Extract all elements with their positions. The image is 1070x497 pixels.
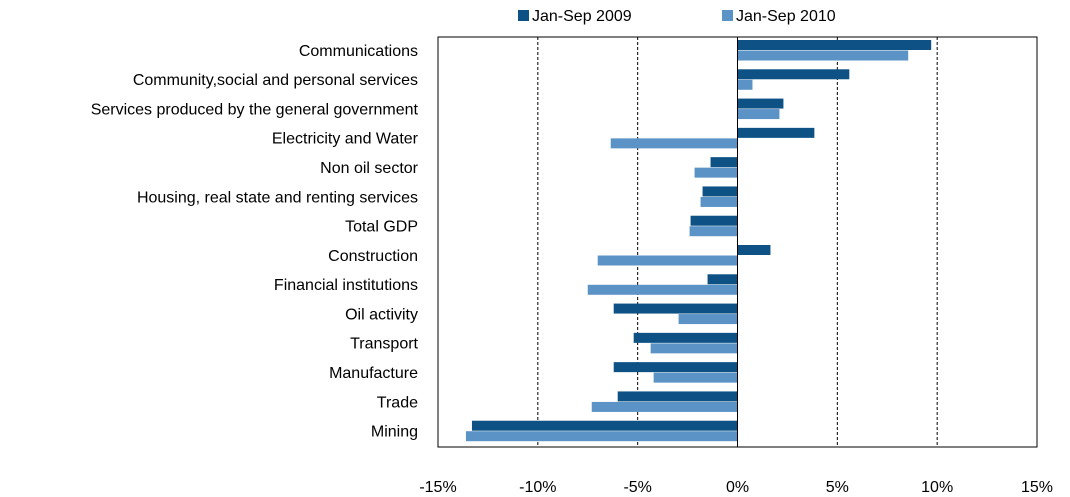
bar	[591, 401, 738, 412]
y-tick-label: Electricity and Water	[272, 131, 419, 148]
bar	[737, 245, 771, 255]
x-tick-label: -15%	[419, 479, 456, 496]
bar	[737, 98, 784, 109]
bar	[689, 226, 738, 237]
y-tick-label: Transport	[350, 336, 418, 353]
legend-swatch	[722, 10, 733, 21]
bar	[737, 69, 850, 80]
bar	[737, 127, 815, 138]
bar	[653, 372, 738, 383]
bar	[707, 274, 738, 285]
y-tick-label: Mining	[371, 424, 418, 441]
y-tick-label: Community,social and personal services	[133, 72, 418, 89]
bar	[737, 50, 909, 61]
bar	[700, 196, 738, 207]
bar	[617, 391, 738, 402]
bar	[690, 215, 738, 226]
bar	[710, 157, 738, 168]
x-tick-label: 5%	[826, 479, 849, 496]
x-tick-label: 15%	[1021, 479, 1053, 496]
y-tick-label: Oil activity	[345, 306, 418, 323]
bar	[597, 255, 738, 266]
bar	[737, 40, 932, 50]
bar	[613, 303, 738, 314]
y-tick-label: Trade	[377, 394, 418, 411]
bar	[678, 314, 738, 325]
bar	[610, 138, 738, 149]
x-tick-label: -10%	[519, 479, 556, 496]
legend-swatch	[518, 10, 529, 21]
bar	[737, 79, 753, 90]
bar	[694, 167, 738, 178]
y-tick-label: Financial institutions	[274, 277, 418, 294]
y-tick-label: Housing, real state and renting services	[137, 189, 418, 206]
y-tick-label: Total GDP	[345, 219, 418, 236]
x-tick-label: -5%	[623, 479, 651, 496]
y-tick-label: Construction	[328, 248, 418, 265]
bar	[737, 109, 780, 120]
legend-label: Jan-Sep 2009	[532, 8, 632, 25]
y-tick-label: Communications	[299, 43, 418, 60]
x-tick-label: 10%	[921, 479, 953, 496]
bar	[471, 420, 738, 431]
y-tick-label: Manufacture	[329, 365, 418, 382]
bar	[650, 343, 738, 354]
legend-label: Jan-Sep 2010	[736, 8, 836, 25]
bar	[702, 186, 738, 197]
bar	[633, 332, 738, 343]
bar	[613, 362, 738, 373]
bar	[587, 284, 738, 295]
y-tick-label: Services produced by the general governm…	[91, 101, 419, 118]
bar	[465, 431, 738, 442]
y-tick-label: Non oil sector	[320, 160, 418, 177]
x-tick-label: 0%	[726, 479, 749, 496]
